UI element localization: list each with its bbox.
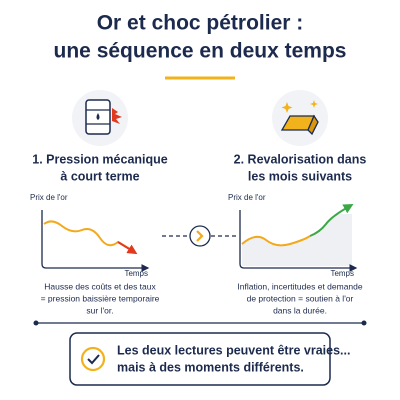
check-mark xyxy=(87,354,100,365)
y-axis-label: Prix de l'or xyxy=(228,193,266,202)
conclusion-text: Les deux lectures peuvent être vraies... xyxy=(117,343,350,357)
panel-heading: 1. Pression mécanique xyxy=(32,152,168,166)
connector-chevron xyxy=(196,230,204,242)
barrel-icon xyxy=(72,90,128,146)
divider-dot xyxy=(361,320,367,326)
divider-dot xyxy=(33,320,39,326)
gold-icon xyxy=(272,90,328,146)
trend-line xyxy=(43,220,133,251)
axis xyxy=(239,210,358,272)
caption: dans la durée. xyxy=(273,305,327,315)
trend-line xyxy=(241,235,311,247)
connector-icon xyxy=(189,225,211,247)
conclusion-box xyxy=(69,332,331,386)
trend-arrow xyxy=(309,204,354,237)
panel-heading: 2. Revalorisation dans xyxy=(234,152,367,166)
caption: = pression baissière temporaire xyxy=(41,293,160,303)
x-axis-label: Temps xyxy=(330,269,354,278)
caption: de protection = soutien à l'or xyxy=(247,293,354,303)
check-icon xyxy=(80,346,106,372)
caption: sur l'or. xyxy=(86,305,113,315)
area-fill xyxy=(242,214,352,266)
y-axis-label: Prix de l'or xyxy=(30,193,68,202)
title-line: une séquence en deux temps xyxy=(54,40,347,63)
axis xyxy=(41,210,150,272)
conclusion-text: mais à des moments différents. xyxy=(117,360,304,374)
panel-heading: les mois suivants xyxy=(248,169,352,183)
panel-heading: à court terme xyxy=(60,169,139,183)
x-axis-label: Temps xyxy=(124,269,148,278)
caption: Inflation, incertitudes et demande xyxy=(237,281,362,291)
trend-arrow xyxy=(117,241,138,255)
title-line: Or et choc pétrolier : xyxy=(97,12,304,35)
caption: Hausse des coûts et des taux xyxy=(44,281,156,291)
